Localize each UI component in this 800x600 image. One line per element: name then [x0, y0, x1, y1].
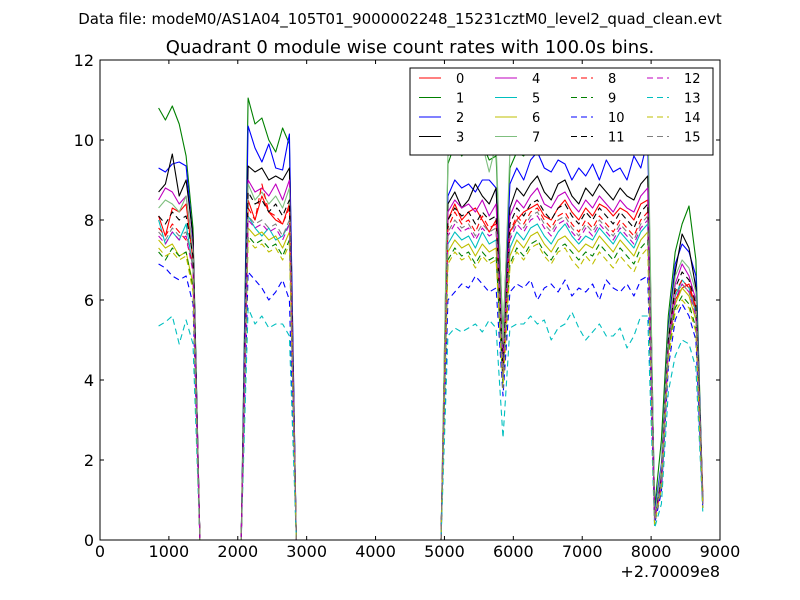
legend-label-10: 10: [608, 111, 625, 126]
axis-ticks: 0 1000 2000 3000 4000 5000 6000 7000 8000 9000 0 2 4…: [74, 51, 741, 561]
x-tick-label-9000: 9000: [700, 542, 741, 561]
x-tick-label-6000: 6000: [493, 542, 534, 561]
legend-label-11: 11: [608, 131, 625, 146]
series-line-12: [158, 215, 704, 541]
legend-box: [409, 67, 714, 156]
series-line-15: [158, 211, 704, 541]
legend-label-1: 1: [456, 92, 464, 107]
y-tick-label-10: 10: [74, 131, 94, 150]
x-tick-label-5000: 5000: [424, 542, 465, 561]
legend-label-0: 0: [456, 72, 464, 87]
series-line-11: [158, 191, 704, 541]
y-tick-label-12: 12: [74, 51, 94, 70]
x-tick-label-3000: 3000: [286, 542, 327, 561]
legend-label-4: 4: [532, 72, 540, 87]
legend-label-12: 12: [684, 72, 701, 87]
legend-label-2: 2: [456, 111, 464, 126]
y-tick-label-4: 4: [84, 371, 94, 390]
x-tick-label-1000: 1000: [149, 542, 190, 561]
legend-label-8: 8: [608, 72, 616, 87]
y-tick-label-8: 8: [84, 211, 94, 230]
series-line-9: [158, 235, 704, 541]
x-axis-offset-label: +2.70009e8: [620, 562, 720, 581]
x-tick-label-4000: 4000: [355, 542, 396, 561]
legend-label-5: 5: [532, 92, 540, 107]
x-tick-label-7000: 7000: [562, 542, 603, 561]
legend-label-3: 3: [456, 131, 464, 146]
x-tick-label-0: 0: [95, 542, 105, 561]
y-tick-label-6: 6: [84, 291, 94, 310]
chart-suptitle: Data file: modeM0/AS1A04_105T01_90000022…: [78, 10, 722, 29]
legend-label-6: 6: [532, 111, 540, 126]
legend-label-9: 9: [608, 92, 616, 107]
legend-label-13: 13: [684, 92, 701, 107]
legend-label-15: 15: [684, 131, 701, 146]
x-tick-label-8000: 8000: [631, 542, 672, 561]
y-tick-label-0: 0: [84, 531, 94, 550]
x-tick-label-2000: 2000: [217, 542, 258, 561]
y-tick-label-2: 2: [84, 451, 94, 470]
chart-title: Quadrant 0 module wise count rates with …: [166, 37, 655, 58]
legend-label-7: 7: [532, 131, 540, 146]
legend-label-14: 14: [684, 111, 701, 126]
